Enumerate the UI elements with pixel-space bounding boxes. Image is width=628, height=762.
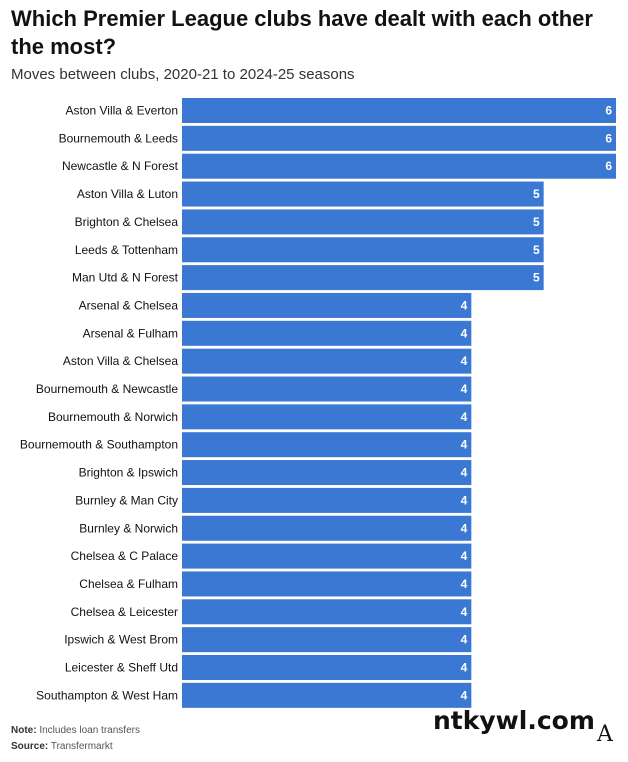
bar-15: [182, 515, 472, 541]
bar-2: [182, 153, 616, 179]
bar-18: [182, 599, 472, 625]
bar-8: [182, 320, 472, 346]
value-label-1: 6: [605, 131, 612, 145]
category-label-21: Southampton & West Ham: [36, 688, 178, 702]
category-label-10: Bournemouth & Newcastle: [36, 382, 178, 396]
publisher-logo-icon: A: [597, 722, 613, 747]
category-label-16: Chelsea & C Palace: [71, 549, 179, 563]
source: Source: Transfermarkt: [11, 739, 140, 755]
value-label-19: 4: [461, 633, 468, 647]
bar-21: [182, 682, 472, 708]
value-label-4: 5: [533, 215, 540, 229]
value-label-6: 5: [533, 271, 540, 285]
bar-4: [182, 209, 544, 235]
watermark-text: ntkywl.com: [433, 706, 595, 735]
value-label-16: 4: [461, 549, 468, 563]
value-label-17: 4: [461, 577, 468, 591]
bar-11: [182, 404, 472, 430]
bar-16: [182, 543, 472, 569]
value-label-10: 4: [461, 382, 468, 396]
bar-13: [182, 460, 472, 486]
value-label-15: 4: [461, 521, 468, 535]
note: Note: Includes loan transfers: [11, 723, 140, 739]
value-label-7: 4: [461, 298, 468, 312]
bar-1: [182, 125, 616, 151]
category-label-9: Aston Villa & Chelsea: [63, 354, 179, 368]
value-label-21: 4: [461, 688, 468, 702]
category-label-6: Man Utd & N Forest: [72, 271, 179, 285]
source-text: Transfermarkt: [50, 741, 113, 752]
bar-5: [182, 237, 544, 263]
bar-12: [182, 432, 472, 458]
category-label-0: Aston Villa & Everton: [65, 104, 178, 118]
category-label-12: Bournemouth & Southampton: [20, 438, 178, 452]
bar-20: [182, 655, 472, 680]
bar-3: [182, 181, 544, 207]
bar-0: [182, 98, 616, 123]
value-label-11: 4: [461, 410, 468, 424]
category-label-13: Brighton & Ipswich: [79, 466, 178, 480]
category-label-1: Bournemouth & Leeds: [59, 131, 178, 145]
category-label-4: Brighton & Chelsea: [75, 215, 179, 229]
category-label-3: Aston Villa & Luton: [77, 187, 178, 201]
category-label-11: Bournemouth & Norwich: [48, 410, 178, 424]
value-label-13: 4: [461, 466, 468, 480]
chart-title: Which Premier League clubs have dealt wi…: [11, 6, 593, 59]
category-label-15: Burnley & Norwich: [79, 521, 178, 535]
note-label: Note:: [11, 725, 37, 736]
chart-footer: Note: Includes loan transfers Source: Tr…: [11, 723, 140, 755]
value-label-2: 6: [605, 159, 612, 173]
value-label-20: 4: [461, 661, 468, 675]
bar-10: [182, 376, 472, 402]
category-label-5: Leeds & Tottenham: [75, 243, 178, 257]
bar-17: [182, 571, 472, 597]
value-label-9: 4: [461, 354, 468, 368]
value-label-14: 4: [461, 493, 468, 507]
note-text: Includes loan transfers: [39, 725, 140, 736]
bar-chart: Aston Villa & Everton 6 Bournemouth & Leed…: [20, 98, 616, 708]
bar-14: [182, 487, 472, 513]
source-label: Source:: [11, 741, 49, 752]
chart-subtitle: Moves between clubs, 2020-21 to 2024-25 …: [11, 66, 355, 83]
value-label-18: 4: [461, 605, 468, 619]
category-label-7: Arsenal & Chelsea: [79, 298, 179, 312]
category-label-14: Burnley & Man City: [75, 493, 178, 507]
bar-7: [182, 292, 472, 318]
value-label-5: 5: [533, 243, 540, 257]
category-label-8: Arsenal & Fulham: [83, 326, 178, 340]
value-label-3: 5: [533, 187, 540, 201]
bar-9: [182, 348, 472, 374]
category-label-19: Ipswich & West Brom: [64, 633, 178, 647]
bar-19: [182, 627, 472, 653]
category-label-17: Chelsea & Fulham: [79, 577, 178, 591]
value-label-0: 6: [605, 104, 612, 118]
category-label-20: Leicester & Sheff Utd: [65, 661, 178, 675]
bar-6: [182, 265, 544, 291]
value-label-8: 4: [461, 326, 468, 340]
category-label-2: Newcastle & N Forest: [62, 159, 179, 173]
value-label-12: 4: [461, 438, 468, 452]
category-label-18: Chelsea & Leicester: [71, 605, 178, 619]
